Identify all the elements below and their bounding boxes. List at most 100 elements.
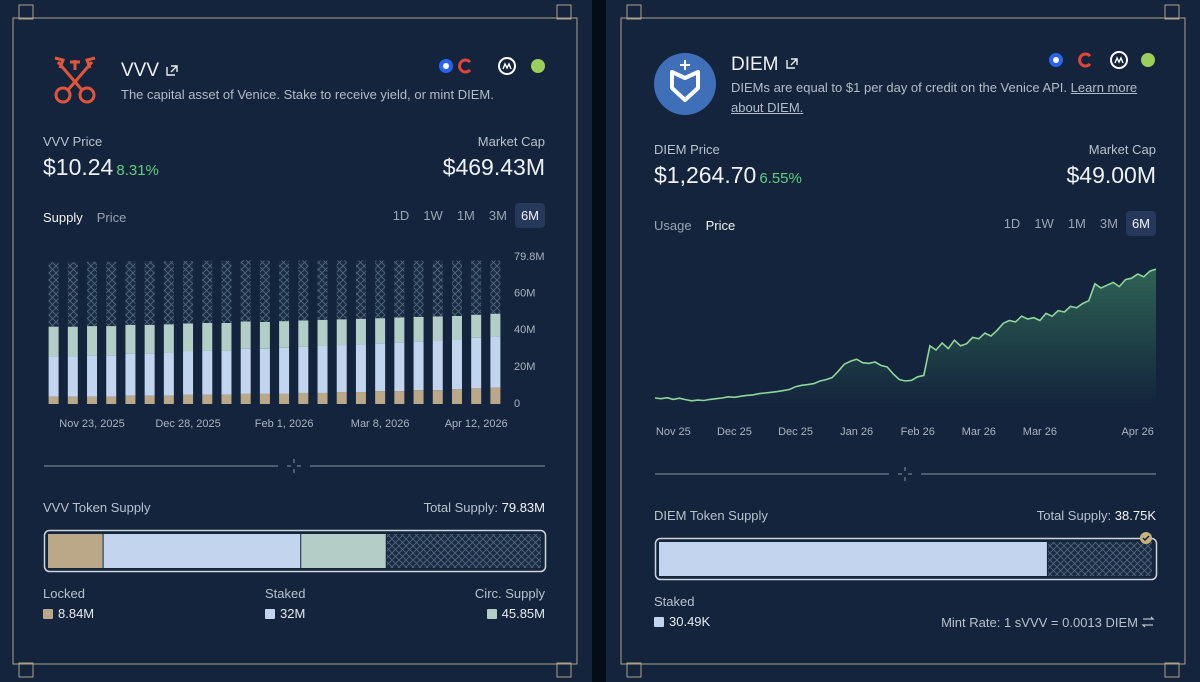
- bar-segment: [106, 326, 117, 356]
- market-cap-label: Market Cap: [1088, 142, 1156, 157]
- legend-value: 8.84M: [43, 606, 94, 621]
- partner-icons[interactable]: [439, 51, 1155, 75]
- swap-icon[interactable]: [1141, 616, 1155, 628]
- bar-segment: [432, 340, 443, 391]
- mint-rate: Mint Rate: 1 sVVV = 0.0013 DIEM: [941, 615, 1138, 630]
- bar-segment: [375, 391, 386, 404]
- bar-segment: [317, 392, 328, 404]
- ranges: 1D 1W 1M 3M 6M: [996, 211, 1156, 236]
- bar-segment: [298, 392, 309, 404]
- bar-segment: [336, 392, 347, 404]
- x-tick-label: Apr 26: [1121, 426, 1153, 438]
- line: [654, 268, 1157, 402]
- x-tick-label: Feb 26: [901, 426, 935, 438]
- learn-more-link[interactable]: Learn more about DIEM.: [731, 80, 1138, 115]
- bar-segment: [432, 390, 443, 404]
- bar-segment: [163, 261, 174, 325]
- bar-segment: [413, 390, 424, 404]
- description: DIEMs are equal to $1 per day of credit …: [731, 78, 1156, 118]
- bar-segment: [48, 356, 59, 397]
- bar-segment: [355, 318, 366, 345]
- x-tick-label: Mar 26: [1023, 426, 1057, 438]
- legend-value: 32M: [265, 606, 305, 621]
- bar-segment: [355, 260, 366, 319]
- range-button[interactable]: 1M: [456, 208, 475, 223]
- bar-segment: [394, 317, 405, 343]
- value: 30.49K: [669, 614, 711, 629]
- bar-segment: [144, 395, 155, 404]
- tabs: Usage Price: [654, 217, 749, 235]
- bar-segment: [471, 314, 482, 338]
- bar-segment: [394, 260, 405, 318]
- x-tick-label: Feb 1, 2026: [255, 418, 314, 430]
- range-button[interactable]: 1M: [1067, 216, 1086, 231]
- market-cap-label: Market Cap: [477, 134, 545, 149]
- bar-segment: [490, 313, 501, 337]
- x-tick-label: Mar 26: [962, 426, 996, 438]
- bar-segment: [259, 260, 270, 322]
- legend-swatch: [265, 609, 275, 619]
- bar-segment: [259, 348, 270, 394]
- bar-segment: [183, 323, 194, 352]
- legend-swatch: [486, 609, 497, 619]
- supply-total: Total Supply: 79.83M: [424, 500, 545, 515]
- tab[interactable]: Price: [96, 210, 127, 225]
- x-tick-label: Jan 26: [840, 426, 873, 438]
- bar-segment: [125, 395, 136, 404]
- supply-marker-check: [1142, 535, 1150, 542]
- token-name: VVV: [121, 60, 160, 81]
- total-value: 79.83M: [501, 500, 545, 515]
- x-tick-label: Dec 25: [778, 426, 813, 438]
- x-tick-label: Apr 12, 2026: [445, 418, 508, 430]
- description-text: DIEMs are equal to $1 per day of credit …: [731, 80, 1068, 95]
- bar-segment: [106, 396, 117, 404]
- range-button[interactable]: 3M: [1099, 216, 1118, 231]
- range-button[interactable]: 1D: [1003, 216, 1021, 231]
- bar-segment: [432, 260, 443, 317]
- y-tick-label: 20M: [514, 361, 535, 373]
- bar-segment: [355, 344, 366, 393]
- value: 8.84M: [58, 606, 95, 621]
- range-button[interactable]: 1D: [392, 208, 410, 223]
- tab[interactable]: Price: [705, 218, 736, 233]
- bar-segment: [163, 324, 174, 353]
- range-button[interactable]: 1W: [423, 208, 443, 223]
- bar-segment: [471, 388, 482, 404]
- card-frames: [12, 4, 1186, 678]
- supply-segment: [301, 534, 386, 568]
- bar-segment: [202, 322, 213, 351]
- token-name: DIEM: [731, 54, 779, 75]
- bar-segment: [240, 348, 251, 394]
- external-link-icons: [166, 58, 798, 76]
- legend-label: Circ. Supply: [474, 586, 545, 601]
- range-button[interactable]: 6M: [1125, 211, 1156, 236]
- legend-label: Locked: [43, 586, 85, 601]
- bar-segment: [67, 396, 78, 404]
- bar-segment: [221, 350, 232, 395]
- y-tick-label: 40M: [514, 324, 535, 336]
- bar-segment: [451, 260, 462, 316]
- bar-segment: [183, 260, 194, 324]
- bar-segment: [183, 351, 194, 395]
- tab[interactable]: Supply: [43, 210, 83, 225]
- bar-segment: [240, 321, 251, 349]
- x-tick-label: Mar 8, 2026: [351, 418, 410, 430]
- value: 32M: [280, 606, 306, 621]
- price-label: DIEM Price: [654, 142, 720, 157]
- x-tick-label: Dec 28, 2025: [155, 418, 220, 430]
- range-button[interactable]: 1W: [1034, 216, 1054, 231]
- bar-segment: [451, 339, 462, 390]
- tab[interactable]: Usage: [654, 218, 692, 233]
- bar-segment: [144, 261, 155, 325]
- range-button[interactable]: 6M: [514, 203, 545, 228]
- y-tick-label: 0: [514, 398, 520, 410]
- bar-segment: [87, 261, 98, 327]
- legend-label: Staked: [654, 594, 695, 609]
- dividers: [44, 459, 1156, 481]
- bar-segment: [125, 261, 136, 325]
- range-button[interactable]: 3M: [488, 208, 507, 223]
- price-label: VVV Price: [43, 134, 103, 149]
- bar-segment: [279, 260, 290, 322]
- legend-label: Staked: [265, 586, 306, 601]
